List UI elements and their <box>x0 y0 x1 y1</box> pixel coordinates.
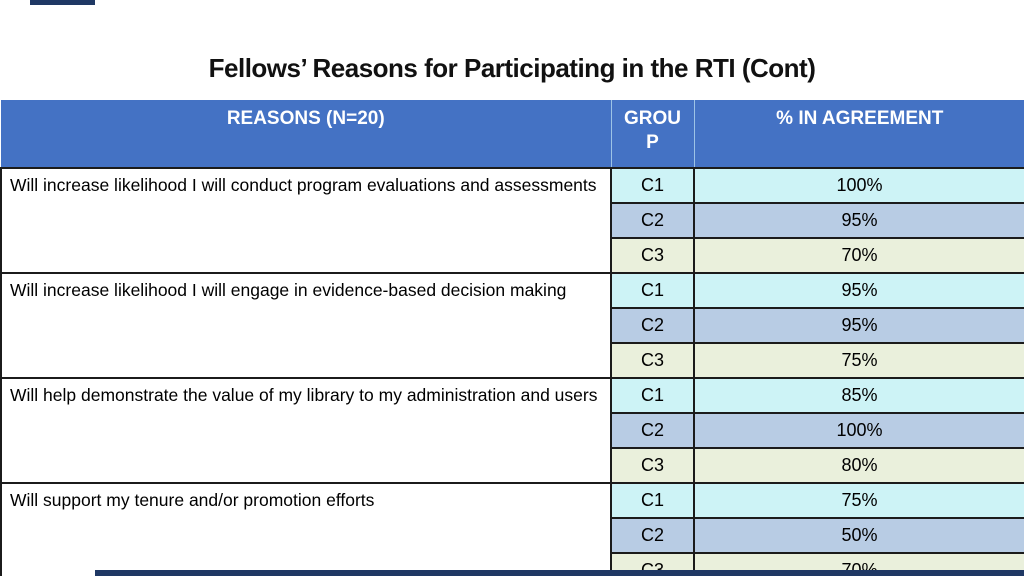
agreement-cell: 85% <box>693 377 1024 414</box>
table-row: Will increase likelihood I will engage i… <box>0 272 1024 379</box>
accent-bar-bottom <box>95 570 1024 576</box>
group-cell: C1 <box>610 377 695 414</box>
group-cell: C2 <box>610 202 695 239</box>
agreement-cell: 100% <box>693 167 1024 204</box>
reason-cell: Will increase likelihood I will engage i… <box>0 272 612 379</box>
table-row: Will support my tenure and/or promotion … <box>0 482 1024 576</box>
group-cell: C1 <box>610 272 695 309</box>
slide-title: Fellows’ Reasons for Participating in th… <box>208 53 816 84</box>
header-group: GROUP <box>610 100 695 168</box>
table-row: C2 95% <box>1 307 1024 344</box>
agreement-cell: 80% <box>693 447 1024 484</box>
accent-dash-top-left <box>30 0 95 5</box>
table-row: C2 50% <box>1 517 1024 554</box>
agreement-cell: 95% <box>693 272 1024 309</box>
group-cell: C2 <box>610 307 695 344</box>
group-cell: C1 <box>610 167 695 204</box>
reason-cell: Will increase likelihood I will conduct … <box>0 167 612 274</box>
header-agreement: % IN AGREEMENT <box>694 100 1024 168</box>
table-row: C3 70% <box>1 237 1024 274</box>
table-row: Will help demonstrate the value of my li… <box>0 377 1024 484</box>
agreement-cell: 95% <box>693 202 1024 239</box>
reason-cell: Will support my tenure and/or promotion … <box>0 482 612 576</box>
table-header-row: REASONS (N=20) GROUP % IN AGREEMENT <box>1 100 1024 168</box>
table-row: Will increase likelihood I will conduct … <box>0 167 1024 274</box>
group-cell: C2 <box>610 517 695 554</box>
reason-cell: Will help demonstrate the value of my li… <box>0 377 612 484</box>
group-cell: C3 <box>610 447 695 484</box>
reasons-table: REASONS (N=20) GROUP % IN AGREEMENT Will… <box>0 100 1024 576</box>
group-cell: C1 <box>610 482 695 519</box>
table-row: C3 80% <box>1 447 1024 484</box>
agreement-cell: 75% <box>693 482 1024 519</box>
agreement-cell: 75% <box>693 342 1024 379</box>
agreement-cell: 100% <box>693 412 1024 449</box>
group-cell: C2 <box>610 412 695 449</box>
agreement-cell: 50% <box>693 517 1024 554</box>
table-row: C3 75% <box>1 342 1024 379</box>
agreement-cell: 95% <box>693 307 1024 344</box>
group-cell: C3 <box>610 342 695 379</box>
group-cell: C3 <box>610 237 695 274</box>
agreement-cell: 70% <box>693 237 1024 274</box>
table-row: C2 100% <box>1 412 1024 449</box>
header-reasons: REASONS (N=20) <box>1 100 611 168</box>
